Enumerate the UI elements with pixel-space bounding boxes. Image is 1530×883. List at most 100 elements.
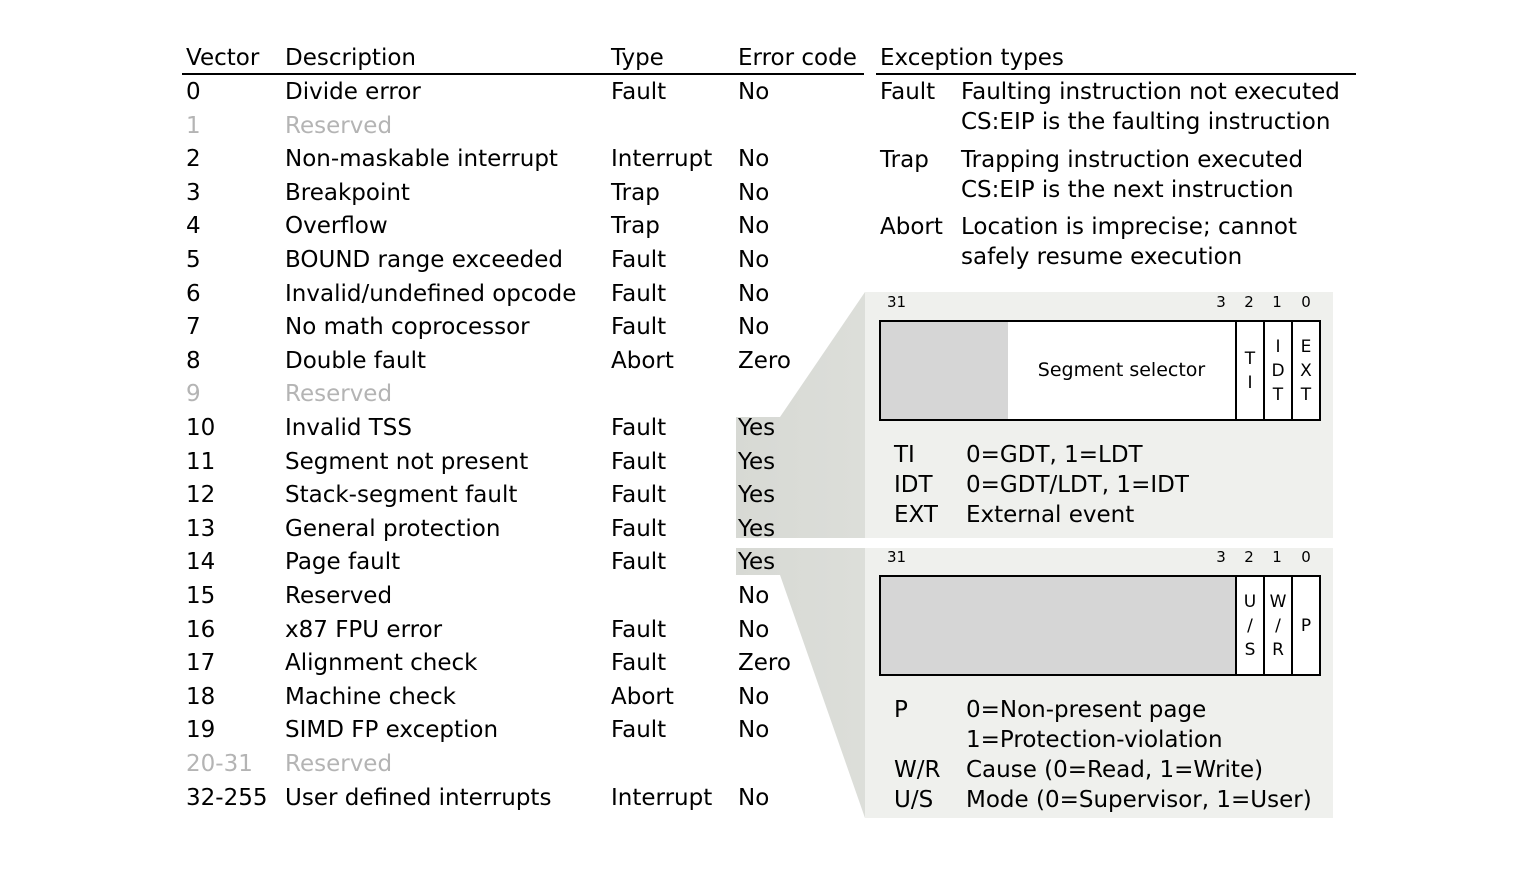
vector-cell: 15 xyxy=(186,583,216,609)
type-cell: Fault xyxy=(611,650,667,676)
type-cell: Abort xyxy=(611,348,674,374)
register-box: U / S W / R P xyxy=(879,575,1321,676)
error-code-cell: No xyxy=(738,583,770,609)
description-cell: Stack-segment fault xyxy=(285,482,518,508)
legend-value: 0=Non-present page xyxy=(966,697,1207,723)
legend-value: Mode (0=Supervisor, 1=User) xyxy=(966,787,1312,813)
description-cell: Reserved xyxy=(285,751,393,777)
type-cell: Trap xyxy=(611,213,660,239)
bit-field-char: I xyxy=(1247,372,1253,393)
vector-cell: 16 xyxy=(186,617,216,643)
exception-type-name: Fault xyxy=(880,79,936,105)
bit-field-char: T xyxy=(1244,348,1256,369)
bit-field-char: S xyxy=(1244,639,1256,660)
bit-field: W / R xyxy=(1263,577,1291,674)
description-cell: Invalid/undefined opcode xyxy=(285,281,577,307)
description-cell: Double fault xyxy=(285,348,426,374)
legend-value: 1=Protection-violation xyxy=(966,727,1223,753)
bit-number: 0 xyxy=(1301,293,1311,311)
type-cell: Fault xyxy=(611,482,667,508)
bit-number: 0 xyxy=(1301,548,1311,566)
exception-type-name: Abort xyxy=(880,214,943,240)
bit-number: 2 xyxy=(1244,293,1254,311)
type-cell: Interrupt xyxy=(611,785,713,811)
bit-field: P xyxy=(1291,577,1319,674)
description-cell: Page fault xyxy=(285,549,401,575)
vector-cell: 32-255 xyxy=(186,785,268,811)
error-code-cell: No xyxy=(738,717,770,743)
exception-type-description: CS:EIP is the faulting instruction xyxy=(961,109,1331,135)
description-cell: Machine check xyxy=(285,684,456,710)
table-header-type: Type xyxy=(611,45,664,71)
vector-cell: 10 xyxy=(186,415,216,441)
bit-number: 2 xyxy=(1244,548,1254,566)
bit-number: 1 xyxy=(1272,293,1282,311)
error-code-cell: No xyxy=(738,314,770,340)
vector-cell: 2 xyxy=(186,146,201,172)
description-cell: Reserved xyxy=(285,381,393,407)
error-code-cell: No xyxy=(738,785,770,811)
vector-cell: 7 xyxy=(186,314,201,340)
legend-key: P xyxy=(894,697,908,723)
vector-cell: 3 xyxy=(186,180,201,206)
bit-field-char: R xyxy=(1272,639,1284,660)
bit-field-char: E xyxy=(1300,336,1312,357)
legend-value: 0=GDT, 1=LDT xyxy=(966,442,1143,468)
exception-type-description: Location is imprecise; cannot xyxy=(961,214,1297,240)
description-cell: Breakpoint xyxy=(285,180,410,206)
type-cell: Fault xyxy=(611,314,667,340)
description-cell: Divide error xyxy=(285,79,421,105)
type-cell: Fault xyxy=(611,79,667,105)
vector-cell: 9 xyxy=(186,381,201,407)
register-box: Segment selector T I I D T E X T xyxy=(879,320,1321,421)
vector-cell: 8 xyxy=(186,348,201,374)
description-cell: Invalid TSS xyxy=(285,415,413,441)
description-cell: Segment not present xyxy=(285,449,529,475)
error-code-cell: No xyxy=(738,247,770,273)
type-cell: Fault xyxy=(611,281,667,307)
bit-field-char: I xyxy=(1275,336,1281,357)
exception-types-rule xyxy=(876,73,1356,75)
exception-type-description: Trapping instruction executed xyxy=(961,146,1304,173)
unused-bits xyxy=(881,577,1235,674)
exception-type-description: safely resume execution xyxy=(961,244,1243,270)
vector-cell: 14 xyxy=(186,549,216,575)
vector-cell: 0 xyxy=(186,79,201,105)
error-code-cell: No xyxy=(738,281,770,307)
description-cell: BOUND range exceeded xyxy=(285,247,563,273)
vector-cell: 1 xyxy=(186,113,201,139)
bit-field-char: / xyxy=(1247,615,1253,636)
table-header-rule xyxy=(182,73,864,75)
vector-cell: 18 xyxy=(186,684,216,710)
error-code-cell: Zero xyxy=(738,650,791,676)
vector-cell: 17 xyxy=(186,650,216,676)
error-code-cell: Yes xyxy=(738,516,776,542)
bit-field-char: T xyxy=(1300,384,1312,405)
legend-key: W/R xyxy=(894,757,941,783)
bit-number: 3 xyxy=(1216,293,1226,311)
description-cell: General protection xyxy=(285,516,501,542)
type-cell: Fault xyxy=(611,617,667,643)
bit-field-char: W xyxy=(1269,591,1287,612)
description-cell: SIMD FP exception xyxy=(285,717,499,743)
legend-value: Cause (0=Read, 1=Write) xyxy=(966,757,1264,783)
bit-field-char: T xyxy=(1272,384,1284,405)
bit-number: 31 xyxy=(887,293,907,311)
legend-key: EXT xyxy=(894,502,938,528)
bit-field-char: U xyxy=(1243,591,1257,612)
table-header-error: Error code xyxy=(738,45,857,71)
vector-cell: 12 xyxy=(186,482,216,508)
description-cell: No math coprocessor xyxy=(285,314,530,340)
error-code-cell: No xyxy=(738,180,770,206)
error-code-cell: No xyxy=(738,213,770,239)
description-cell: x87 FPU error xyxy=(285,617,443,643)
vector-cell: 4 xyxy=(186,213,201,239)
type-cell: Trap xyxy=(611,180,660,206)
bit-number: 1 xyxy=(1272,548,1282,566)
description-cell: Reserved xyxy=(285,113,393,139)
legend-value: External event xyxy=(966,502,1135,528)
table-header-description: Description xyxy=(285,45,416,71)
